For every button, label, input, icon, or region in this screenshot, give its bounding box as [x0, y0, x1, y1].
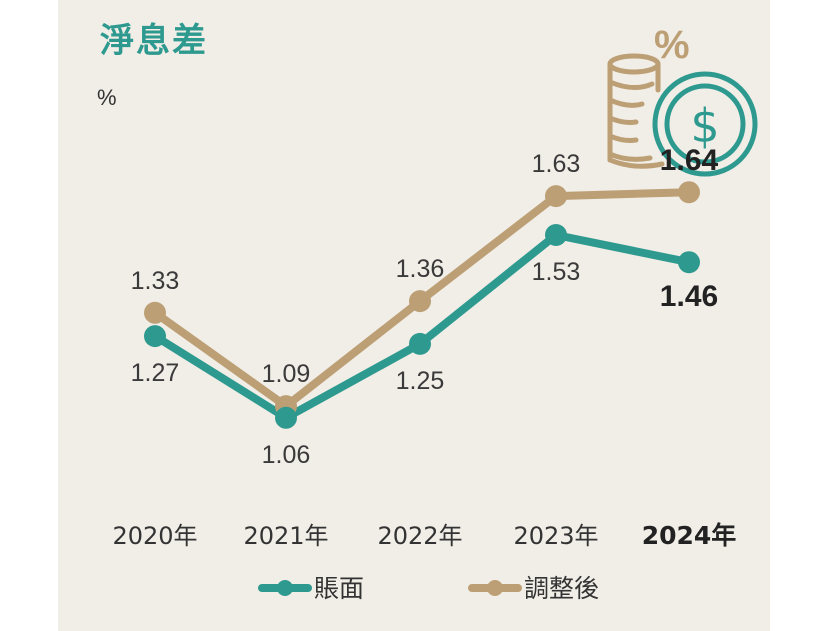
value-label-book-1: 1.06 [262, 441, 311, 469]
chart-title: 淨息差 [100, 21, 208, 61]
data-point-book-3 [545, 224, 567, 246]
value-label-adjusted-4: 1.64 [660, 144, 719, 177]
legend-item-1: 調整後 [468, 574, 599, 603]
legend-swatch-dot [277, 580, 293, 596]
data-point-adjusted-3 [545, 185, 567, 208]
value-label-book-3: 1.53 [532, 258, 581, 286]
value-label-adjusted-1: 1.09 [262, 360, 311, 388]
legend-swatch-dot [487, 580, 503, 596]
x-tick-label-4: 2024年 [642, 521, 737, 550]
legend-item-0: 賬面 [258, 574, 364, 603]
legend-label: 賬面 [314, 574, 364, 603]
x-tick-label-3: 2023年 [513, 522, 598, 550]
data-point-adjusted-2 [409, 290, 431, 313]
legend-label: 調整後 [524, 574, 599, 603]
data-point-book-0 [144, 325, 166, 348]
x-tick-label-1: 2021年 [243, 522, 328, 550]
data-point-book-1 [275, 406, 297, 429]
value-label-adjusted-3: 1.63 [532, 150, 581, 178]
svg-text:$: $ [690, 99, 719, 153]
data-point-adjusted-0 [144, 301, 166, 324]
x-tick-label-2: 2022年 [377, 522, 462, 550]
value-label-book-4: 1.46 [660, 280, 718, 313]
coins-percent-dollar-icon: % $ [607, 23, 758, 177]
y-axis-unit: % [97, 85, 117, 110]
data-point-book-4 [678, 251, 700, 274]
value-label-book-2: 1.25 [396, 367, 445, 395]
data-point-adjusted-4 [678, 181, 700, 204]
value-label-adjusted-0: 1.33 [131, 267, 180, 295]
value-label-adjusted-2: 1.36 [396, 255, 445, 283]
x-tick-label-0: 2020年 [112, 522, 197, 550]
chart-panel [58, 0, 770, 631]
value-label-book-0: 1.27 [131, 359, 180, 387]
svg-text:%: % [654, 23, 690, 67]
data-point-book-2 [409, 332, 431, 355]
